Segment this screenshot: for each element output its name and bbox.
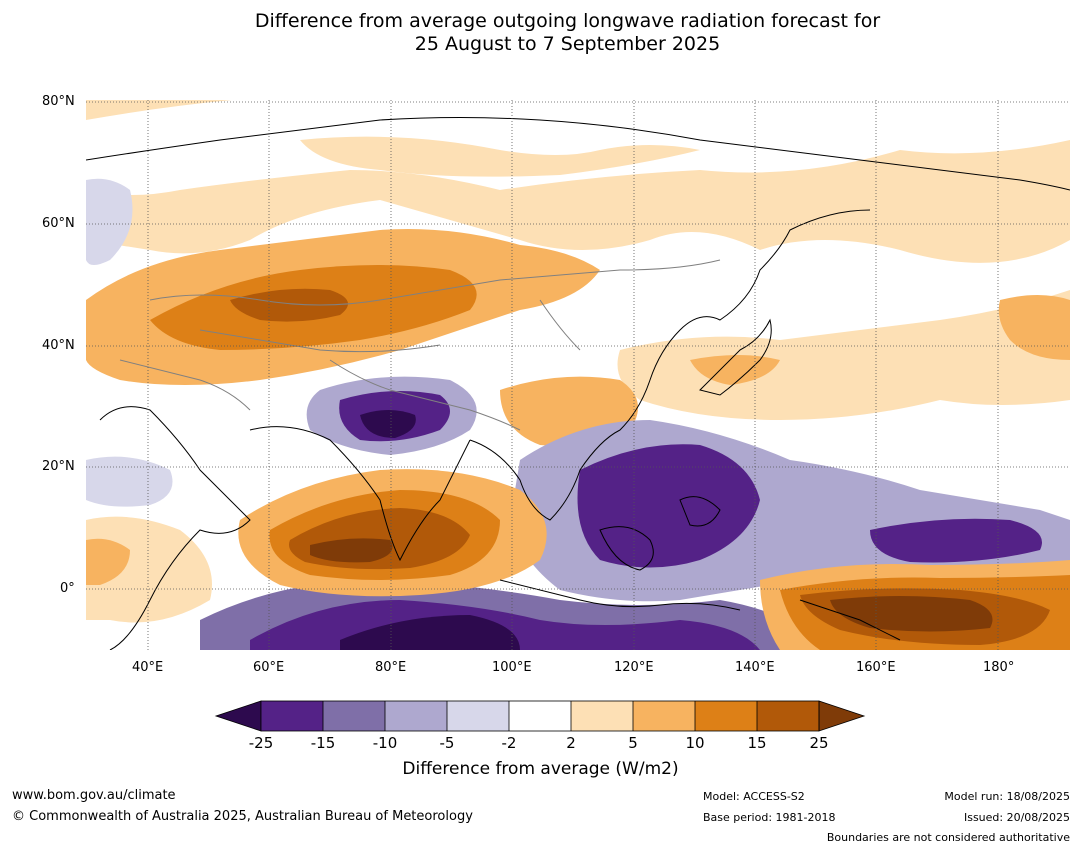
lon-label-60e: 60°E <box>253 660 285 675</box>
colorbar-segment-over <box>818 700 866 732</box>
colorbar-segment-9 <box>757 701 819 731</box>
colorbar-tick: 25 <box>809 734 829 752</box>
colorbar-segment-1 <box>261 701 323 731</box>
anomaly-field <box>86 100 1070 650</box>
lat-label-20n: 20°N <box>42 459 75 474</box>
lat-label-0: 0° <box>60 581 75 596</box>
colorbar-title: Difference from average (W/m2) <box>402 759 679 779</box>
colorbar-tick: 5 <box>628 734 638 752</box>
model-run-date: Model run: 18/08/2025 <box>944 790 1070 803</box>
lat-label-80n: 80°N <box>42 94 75 109</box>
lon-label-160e: 160°E <box>856 660 896 675</box>
colorbar-segment-6 <box>571 701 633 731</box>
colorbar-tick: 2 <box>566 734 576 752</box>
colorbar-segment-3 <box>385 701 447 731</box>
colorbar-segment-5 <box>509 701 571 731</box>
colorbar-segment-8 <box>695 701 757 731</box>
colorbar-segment-7 <box>633 701 695 731</box>
lat-label-60n: 60°N <box>42 216 75 231</box>
lon-label-80e: 80°E <box>375 660 407 675</box>
colorbar-segment-under <box>214 700 262 732</box>
colorbar-tick: -5 <box>439 734 455 752</box>
colorbar-segment-2 <box>323 701 385 731</box>
issued-date: Issued: 20/08/2025 <box>963 811 1070 824</box>
colorbar-tick: -25 <box>248 734 274 752</box>
colorbar-tick: 15 <box>747 734 767 752</box>
lat-label-40n: 40°N <box>42 338 75 353</box>
title-line-1: Difference from average outgoing longwav… <box>254 10 881 32</box>
boundaries-note: Boundaries are not considered authoritat… <box>826 831 1070 844</box>
colorbar-tick: 10 <box>685 734 705 752</box>
map-title: Difference from average outgoing longwav… <box>0 10 1081 56</box>
colorbar-tick: -15 <box>310 734 336 752</box>
lon-label-140e: 140°E <box>735 660 775 675</box>
base-period: Base period: 1981-2018 <box>703 811 836 824</box>
lon-label-100e: 100°E <box>492 660 532 675</box>
colorbar-segment-4 <box>447 701 509 731</box>
title-line-2: 25 August to 7 September 2025 <box>414 33 721 55</box>
graticule <box>86 100 1070 650</box>
colorbar <box>214 700 866 732</box>
colorbar-tick: -2 <box>501 734 517 752</box>
website-link[interactable]: www.bom.gov.au/climate <box>12 788 176 803</box>
lon-label-180: 180° <box>983 660 1015 675</box>
lon-label-120e: 120°E <box>614 660 654 675</box>
model-name: Model: ACCESS-S2 <box>703 790 805 803</box>
copyright-text: © Commonwealth of Australia 2025, Austra… <box>12 809 473 824</box>
lon-label-40e: 40°E <box>132 660 164 675</box>
colorbar-tick: -10 <box>372 734 398 752</box>
